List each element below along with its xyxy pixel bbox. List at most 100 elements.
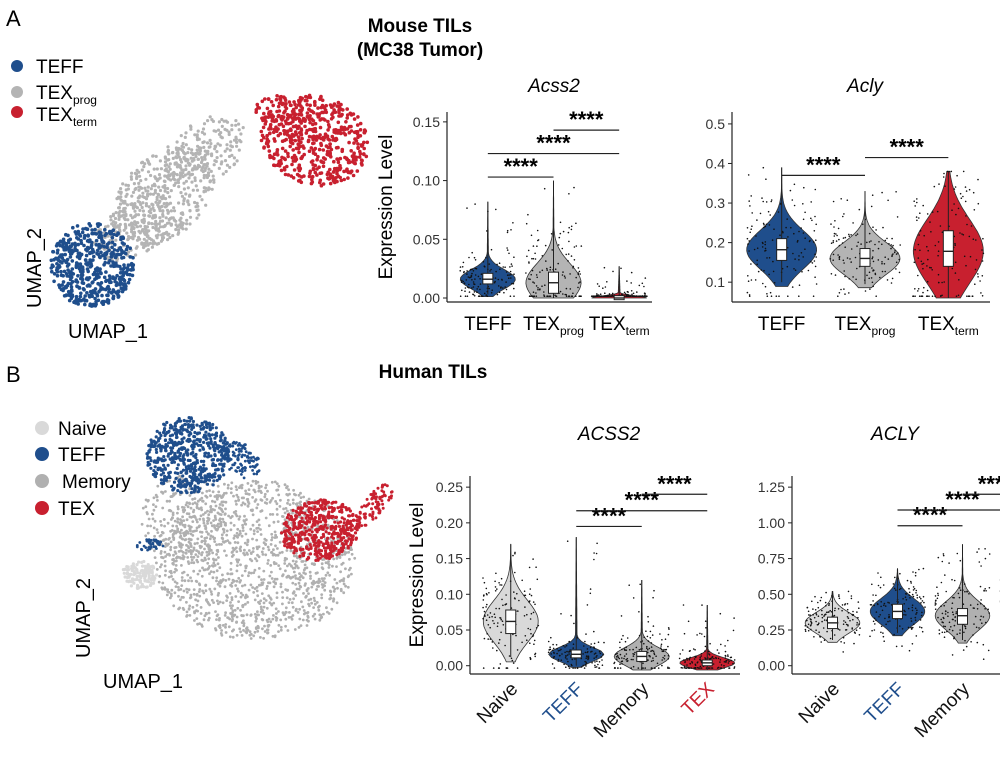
data-point	[917, 257, 920, 259]
umap-point	[165, 593, 169, 597]
umap-point	[167, 475, 171, 479]
umap-point	[177, 550, 181, 553]
umap-point	[157, 580, 161, 584]
umap-point	[193, 200, 197, 205]
umap-point	[176, 528, 180, 532]
umap-point	[158, 574, 162, 578]
umap-point	[217, 490, 221, 494]
data-point	[873, 269, 875, 272]
data-point	[496, 263, 498, 266]
data-point	[804, 237, 806, 239]
data-point	[461, 289, 463, 292]
data-point	[765, 223, 768, 226]
data-point	[575, 295, 577, 298]
data-point	[509, 270, 512, 273]
data-point	[958, 279, 960, 281]
umap-point	[227, 132, 231, 137]
data-point	[848, 292, 850, 294]
data-point	[877, 247, 880, 250]
umap-point	[309, 160, 314, 164]
umap-point	[113, 255, 118, 260]
data-point	[898, 258, 900, 261]
umap-point	[290, 576, 293, 579]
umap-point	[168, 434, 172, 438]
umap-point	[159, 481, 164, 485]
umap-point	[149, 173, 153, 178]
umap-point	[148, 568, 152, 573]
data-point	[848, 278, 851, 280]
data-point	[477, 285, 480, 288]
umap-point	[206, 509, 209, 513]
umap-point	[234, 119, 238, 123]
umap-point	[187, 163, 192, 167]
umap-point	[222, 530, 226, 534]
data-point	[525, 272, 527, 274]
umap-point	[120, 275, 124, 279]
umap-point	[326, 571, 330, 575]
data-point	[959, 232, 961, 234]
data-point	[833, 232, 836, 235]
data-point	[829, 258, 832, 260]
umap-point	[217, 477, 221, 481]
data-point	[955, 295, 958, 298]
data-point	[565, 253, 567, 256]
data-point	[471, 268, 474, 270]
data-point	[597, 294, 600, 296]
umap-point	[179, 588, 183, 591]
umap-point	[215, 576, 219, 580]
umap-point	[81, 287, 86, 291]
umap-point	[256, 594, 260, 598]
data-point	[762, 222, 765, 225]
umap-point	[331, 170, 336, 174]
umap-point	[236, 587, 239, 591]
data-point	[894, 250, 896, 252]
umap-point	[153, 184, 157, 188]
umap-point	[119, 248, 124, 253]
umap-point	[267, 149, 272, 153]
umap-point	[128, 255, 132, 259]
umap-point	[152, 575, 156, 579]
umap-point	[263, 495, 267, 499]
umap-point	[187, 540, 191, 544]
umap-point	[109, 218, 113, 222]
data-point	[796, 241, 799, 243]
data-point	[474, 267, 477, 270]
umap-point	[215, 494, 219, 497]
umap-point	[275, 616, 279, 620]
umap-point	[319, 136, 324, 141]
umap-point	[119, 267, 123, 271]
data-point	[532, 245, 535, 247]
umap-point	[113, 279, 117, 284]
umap-point	[303, 584, 307, 587]
data-point	[840, 288, 842, 291]
umap-point	[223, 585, 227, 589]
data-point	[930, 267, 932, 269]
umap-point	[130, 171, 134, 175]
umap-point	[126, 234, 131, 239]
umap-point	[318, 178, 323, 183]
umap-point	[103, 260, 107, 265]
umap-point	[350, 154, 355, 158]
data-point	[814, 188, 817, 191]
umap-point	[265, 133, 269, 138]
umap-point	[179, 158, 183, 162]
data-point	[748, 200, 750, 202]
umap-point	[289, 128, 293, 132]
umap-point	[103, 251, 107, 256]
umap-point	[254, 619, 258, 623]
umap-point	[215, 614, 219, 618]
umap-point	[175, 165, 179, 169]
data-point	[559, 221, 562, 224]
data-point	[961, 233, 963, 235]
umap-point	[143, 576, 147, 580]
umap-point	[161, 209, 165, 213]
umap-point	[200, 535, 204, 538]
umap-point	[321, 110, 326, 115]
data-point	[964, 186, 967, 188]
umap-point	[329, 596, 332, 600]
umap-point	[170, 151, 175, 155]
umap-point	[174, 546, 178, 549]
umap-point	[180, 576, 184, 579]
umap-point	[163, 163, 167, 168]
umap-point	[94, 238, 99, 243]
